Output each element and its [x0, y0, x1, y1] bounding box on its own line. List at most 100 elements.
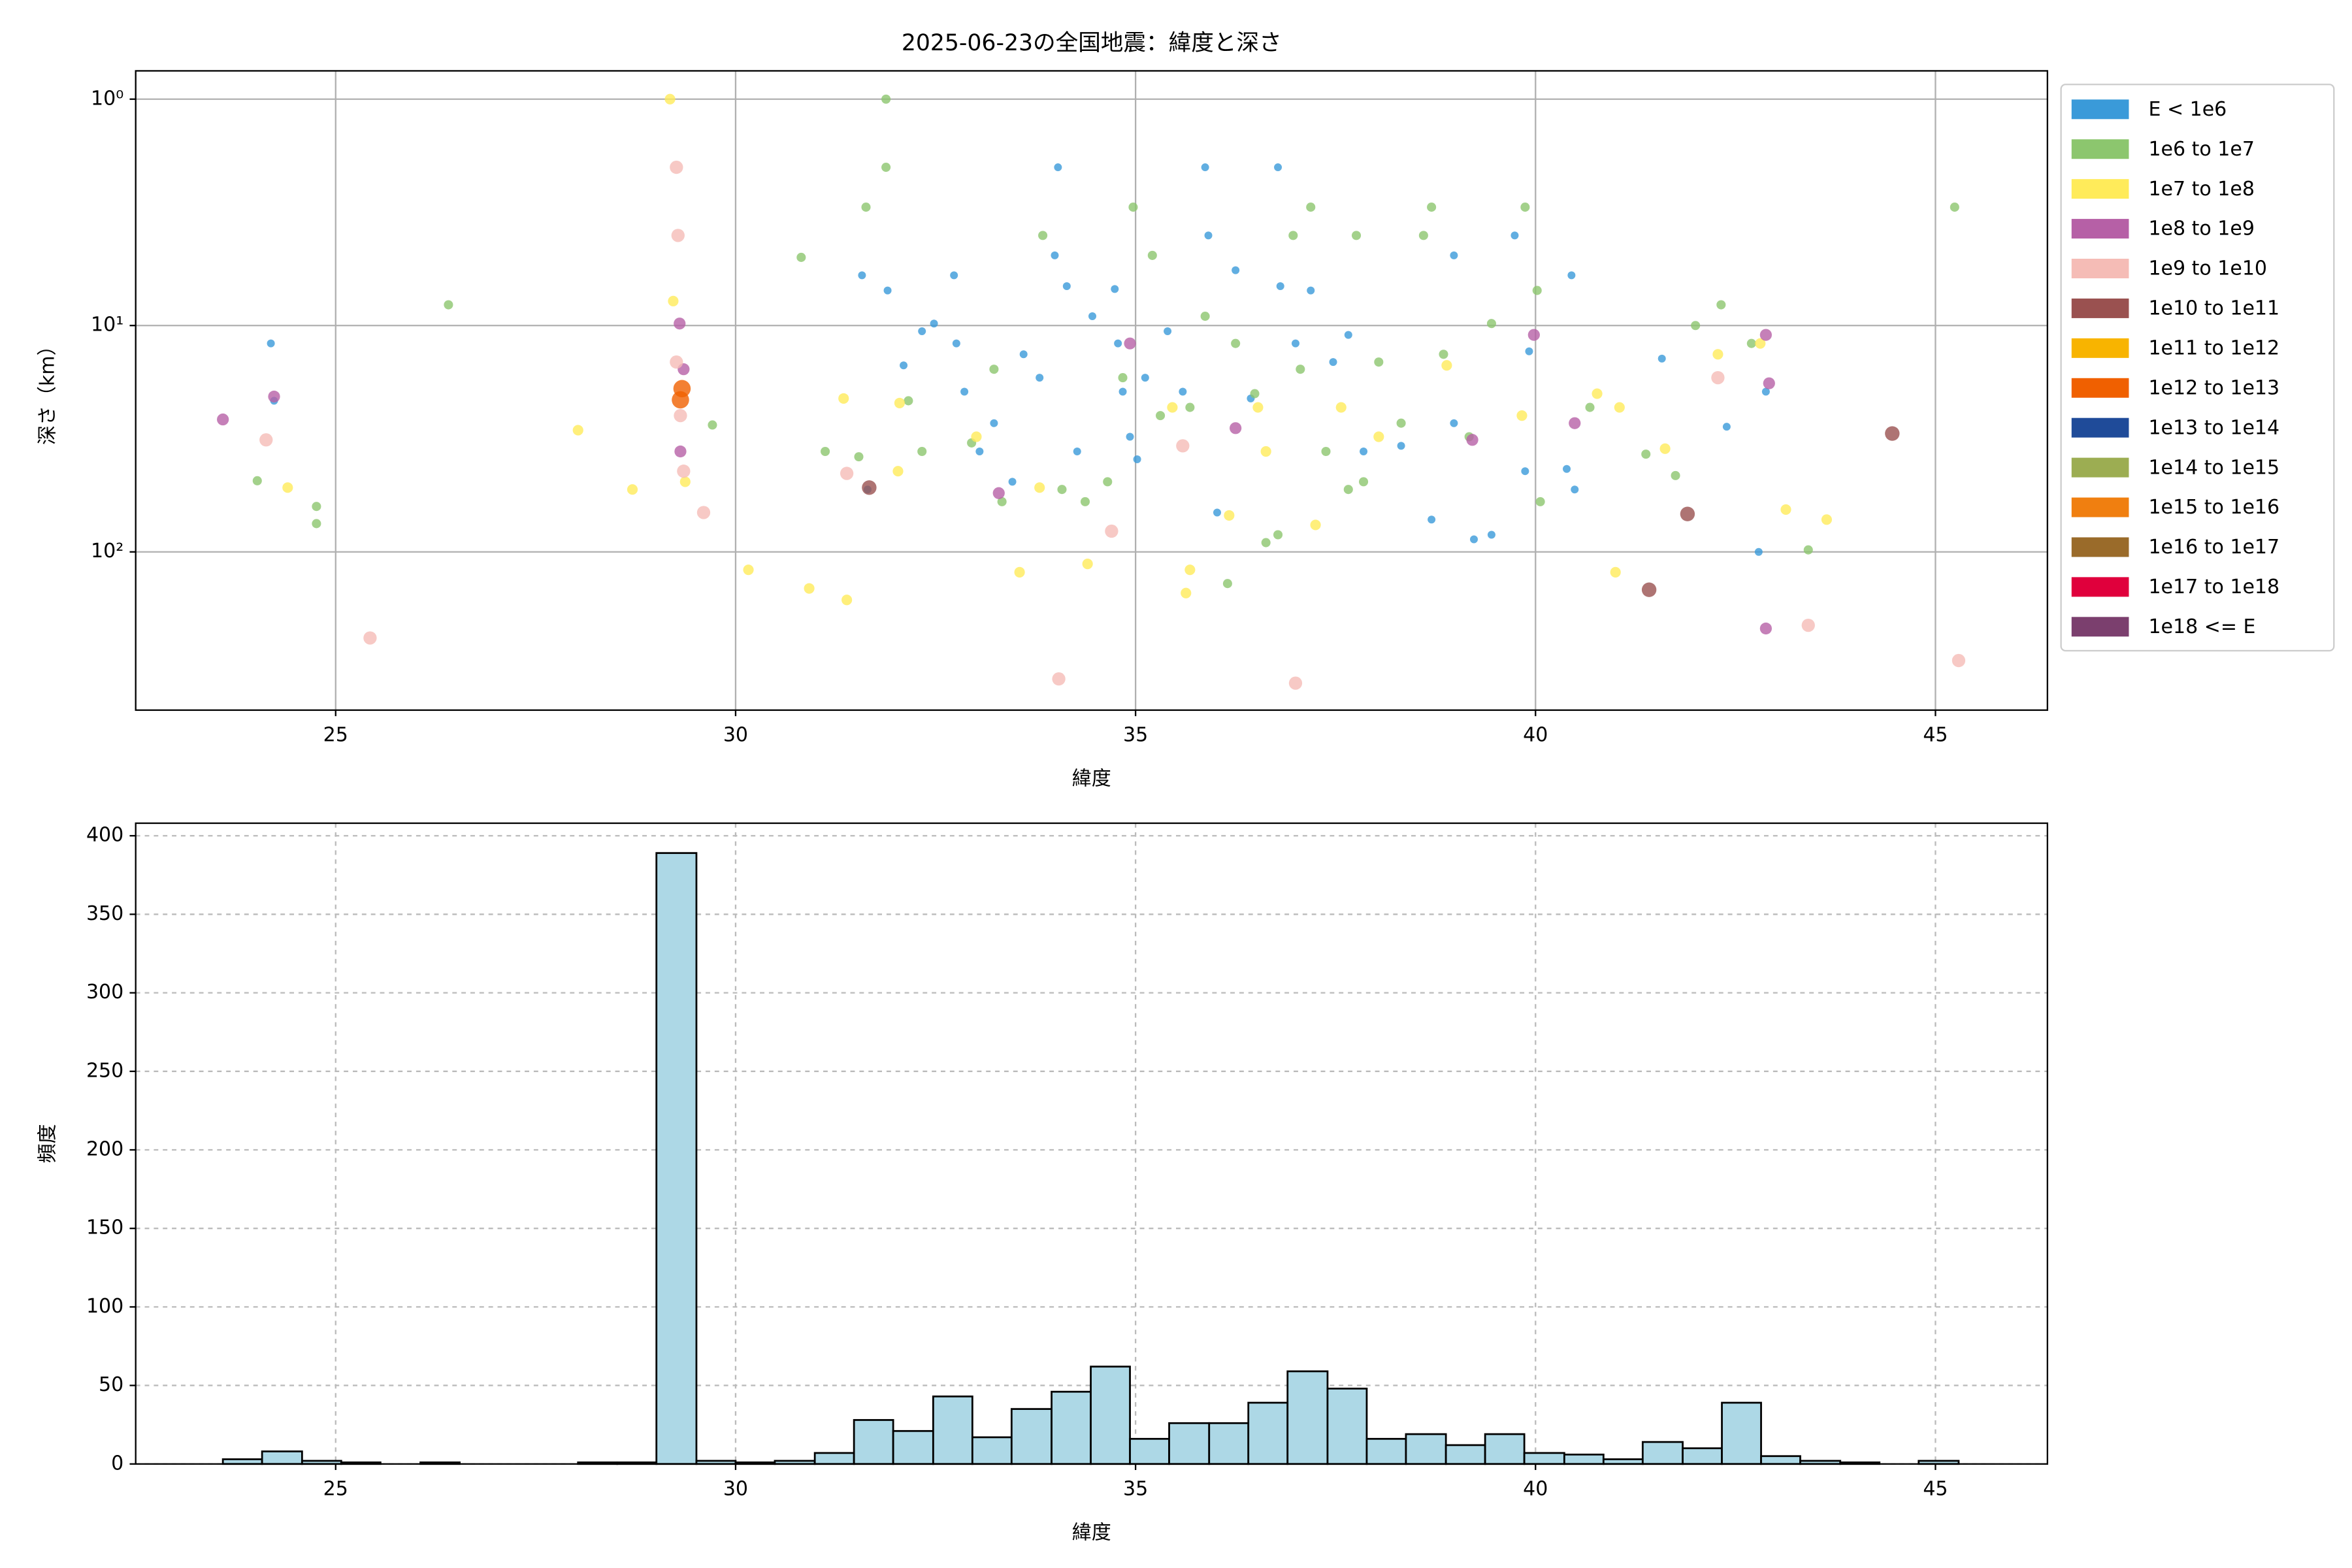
scatter-point [1250, 389, 1260, 399]
scatter-point [1231, 338, 1241, 348]
histogram-bar [1563, 1453, 1605, 1465]
y-tick-label: 350 [86, 902, 123, 925]
scatter-point [1780, 504, 1791, 515]
y-axis-label: 深さ（km） [36, 336, 59, 445]
scatter-point [670, 355, 683, 369]
x-axis-label: 緯度 [1072, 1521, 1111, 1544]
scatter-point [841, 595, 853, 606]
scatter-point [268, 390, 280, 403]
legend-label: 1e6 to 1e7 [2148, 138, 2254, 161]
scatter-point [1614, 402, 1625, 413]
legend-swatch [2071, 338, 2129, 358]
scatter-point [1397, 442, 1405, 450]
legend-label: 1e14 to 1e15 [2148, 456, 2279, 479]
legend-swatch [2071, 457, 2129, 478]
scatter-point [1592, 388, 1603, 399]
scatter-point [1563, 465, 1571, 473]
legend-swatch [2071, 617, 2129, 637]
scatter-point [677, 465, 691, 478]
scatter-point [1118, 373, 1128, 383]
scatter-point [1036, 374, 1044, 382]
scatter-point [1200, 312, 1210, 321]
scatter-point [989, 365, 999, 374]
scatter-point [894, 397, 906, 408]
histogram-bar [892, 1429, 934, 1465]
scatter-point [997, 497, 1007, 506]
scatter-point [1038, 231, 1048, 240]
histogram-bar [1365, 1437, 1407, 1465]
scatter-point [1224, 510, 1235, 521]
y-tick-label: 10² [91, 540, 123, 563]
histogram-bar [1129, 1437, 1170, 1465]
scatter-point [1232, 266, 1240, 274]
y-tick-label: 150 [86, 1217, 123, 1239]
histogram-bar [1090, 1365, 1131, 1465]
scatter-point [1535, 497, 1545, 506]
scatter-point [1754, 547, 1763, 556]
scatter-point [1252, 402, 1264, 413]
scatter-point [363, 631, 377, 645]
scatter-point [217, 413, 229, 426]
scatter-point [1746, 338, 1756, 348]
scatter-point [1164, 327, 1172, 336]
scatter-point [1567, 271, 1576, 280]
scatter-point [1124, 337, 1136, 350]
scatter-point [1128, 203, 1138, 212]
scatter-point [796, 252, 806, 262]
y-axis-label: 頻度 [36, 1124, 59, 1163]
histogram-bar [1208, 1422, 1250, 1465]
scatter-point [670, 160, 683, 174]
scatter-point [1080, 497, 1090, 506]
scatter-point [838, 393, 849, 404]
scatter-point [1103, 477, 1113, 487]
scatter-point [1082, 559, 1093, 570]
scatter-point [950, 271, 958, 280]
scatter-point [1307, 286, 1315, 295]
scatter-point [674, 408, 687, 423]
legend-swatch [2071, 577, 2129, 597]
scatter-point [312, 502, 321, 512]
x-tick-label: 40 [1523, 1478, 1548, 1501]
scatter-point [1062, 282, 1071, 290]
scatter-point [1439, 350, 1448, 359]
histogram-bar [1641, 1441, 1684, 1465]
x-tick-label: 45 [1923, 1478, 1948, 1501]
scatter-point [1204, 231, 1213, 240]
scatter-point [1176, 439, 1190, 453]
scatter-point [1487, 531, 1495, 539]
scatter-point [1516, 410, 1527, 421]
scatter-point [1310, 519, 1321, 531]
scatter-point [858, 271, 866, 280]
scatter-point [1821, 514, 1833, 525]
scatter-point [1306, 203, 1316, 212]
scatter-point [1486, 319, 1496, 329]
scatter-point [1450, 419, 1458, 427]
scatter-point [1427, 203, 1437, 212]
histogram-bar [1523, 1452, 1565, 1465]
scatter-point [1658, 354, 1666, 363]
y-tick-label: 300 [86, 981, 123, 1004]
scatter-point [1114, 339, 1122, 348]
legend-swatch [2071, 219, 2129, 239]
scatter-point [1276, 282, 1284, 290]
scatter-point [1296, 365, 1305, 374]
scatter-point [1073, 447, 1081, 455]
axes-frame [135, 70, 2048, 711]
scatter-point [1343, 485, 1353, 495]
scatter-point [1466, 434, 1478, 446]
scatter-point [992, 487, 1005, 499]
scatter-point [572, 425, 583, 436]
histogram-bar [1051, 1390, 1092, 1465]
scatter-point [1057, 485, 1067, 495]
scatter-point [1111, 285, 1119, 293]
scatter-point [1659, 443, 1671, 454]
scatter-point [1521, 467, 1529, 476]
scatter-point [1360, 447, 1368, 455]
scatter-point [679, 476, 691, 487]
scatter-point [1321, 446, 1331, 457]
x-tick-label: 25 [323, 1478, 348, 1501]
scatter-point [1105, 524, 1119, 538]
scatter-point [1569, 417, 1581, 429]
scatter-point [1885, 426, 1900, 441]
